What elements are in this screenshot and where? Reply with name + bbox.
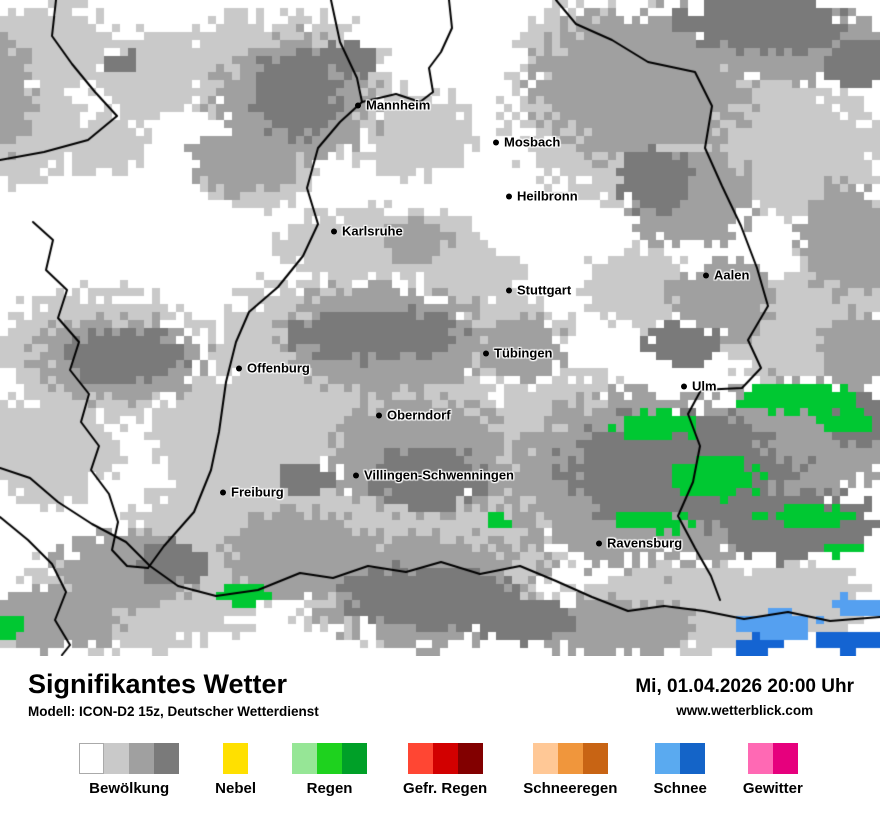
legend-swatches [79,742,180,774]
legend-group-gefr-regen: Gefr. Regen [403,742,488,797]
legend-label: Bewölkung [89,779,170,797]
legend-group-regen: Regen [292,742,368,797]
legend-swatches [292,742,368,774]
legend-swatch [342,742,368,774]
legend-swatch [154,742,180,774]
legend-swatch [432,742,458,774]
legend-swatch [407,742,433,774]
footer-left: Signifikantes Wetter Modell: ICON-D2 15z… [28,669,319,719]
legend: Bewölkung Nebel Regen Gefr. Regen Schneerege… [28,742,854,797]
legend-label: Schnee [653,779,707,797]
legend-group-gewitter: Gewitter [742,742,803,797]
legend-swatch [532,742,558,774]
legend-swatch [223,742,249,774]
footer-right: Mi, 01.04.2026 20:00 Uhr www.wetterblick… [635,670,854,718]
legend-group-bewoelkung: Bewölkung [79,742,180,797]
legend-label: Regen [306,779,353,797]
legend-swatch [104,742,130,774]
footer-header: Signifikantes Wetter Modell: ICON-D2 15z… [28,669,854,719]
forecast-datetime: Mi, 01.04.2026 20:00 Uhr [635,676,854,697]
legend-swatch [457,742,483,774]
legend-swatch [747,742,773,774]
weather-map: Mannheim Mosbach Heilbronn Karlsruhe Aalen St… [0,0,880,656]
legend-swatch [582,742,608,774]
legend-group-nebel: Nebel [215,742,257,797]
legend-swatch [317,742,343,774]
legend-swatch [772,742,798,774]
legend-swatches [223,742,249,774]
legend-label: Nebel [215,779,257,797]
legend-group-schnee: Schnee [653,742,707,797]
legend-swatches [747,742,798,774]
website-url: www.wetterblick.com [676,703,814,718]
footer: Signifikantes Wetter Modell: ICON-D2 15z… [0,656,880,797]
legend-swatch [79,742,105,774]
legend-swatches [655,742,706,774]
legend-group-schneeregen: Schneeregen [523,742,618,797]
legend-swatches [407,742,483,774]
page-title: Signifikantes Wetter [28,669,288,699]
legend-swatch [680,742,706,774]
legend-swatch [129,742,155,774]
legend-label: Gefr. Regen [403,779,488,797]
weather-raster-canvas [0,0,880,656]
legend-swatches [532,742,608,774]
legend-swatch [655,742,681,774]
legend-swatch [292,742,318,774]
legend-label: Schneeregen [523,779,618,797]
legend-label: Gewitter [742,779,803,797]
legend-swatch [557,742,583,774]
model-info: Modell: ICON-D2 15z, Deutscher Wetterdie… [28,703,319,719]
